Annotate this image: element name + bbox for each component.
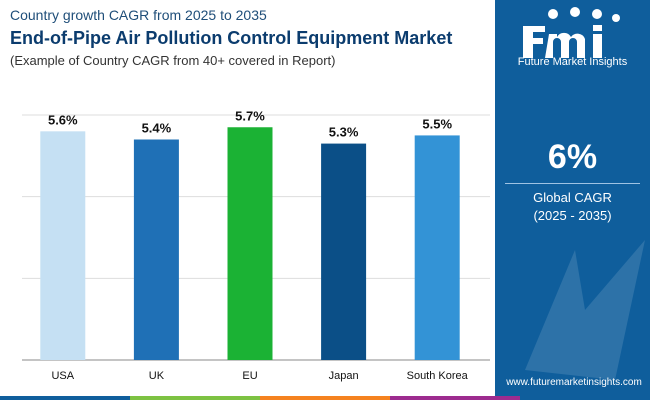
- data-label: 5.7%: [235, 108, 265, 123]
- global-cagr-period: (2025 - 2035): [533, 208, 612, 223]
- chart-header: Country growth CAGR from 2025 to 2035 En…: [10, 6, 490, 70]
- data-label: 5.3%: [329, 125, 359, 140]
- bar-chart-svg: 5.6% USA 5.4% UK 5.7% EU 5.3% Japan 5.5% South Ko…: [22, 108, 490, 382]
- bar-chart: 5.6% USA 5.4% UK 5.7% EU 5.3% Japan 5.5% South Ko…: [0, 100, 495, 390]
- bar-uk: [133, 139, 179, 360]
- bottom-bar-segment: [0, 396, 130, 400]
- bar-south-korea: [414, 135, 460, 360]
- x-tick-label: South Korea: [407, 370, 469, 382]
- bottom-bar-segment: [520, 396, 650, 400]
- bottom-color-bar: [0, 396, 650, 400]
- data-label: 5.4%: [142, 121, 172, 136]
- fmi-logo-icon: [523, 7, 620, 58]
- website-url[interactable]: www.futuremarketinsights.com: [506, 377, 642, 388]
- x-tick-label: Japan: [329, 370, 359, 382]
- x-tick-label: UK: [149, 370, 165, 382]
- bottom-bar-segment: [260, 396, 390, 400]
- bar-usa: [40, 131, 86, 360]
- x-tick-label: EU: [242, 370, 257, 382]
- bar-japan: [321, 143, 367, 360]
- chart-title: End-of-Pipe Air Pollution Control Equipm…: [10, 28, 453, 48]
- bottom-bar-segment: [130, 396, 260, 400]
- data-label: 5.5%: [422, 116, 452, 131]
- x-tick-label: USA: [51, 370, 74, 382]
- decorative-background-icon: [525, 240, 645, 380]
- bottom-bar-segment: [390, 396, 520, 400]
- global-cagr-label: Global CAGR: [533, 190, 612, 205]
- chart-eyebrow: Country growth CAGR from 2025 to 2035: [10, 7, 267, 23]
- bar-eu: [227, 127, 273, 360]
- divider: [505, 183, 640, 184]
- data-label: 5.6%: [48, 112, 78, 127]
- global-cagr-value: 6%: [547, 138, 598, 176]
- chart-subtitle: (Example of Country CAGR from 40+ covere…: [10, 53, 336, 68]
- side-panel: Future Market Insights 6% Global CAGR (2…: [495, 0, 650, 400]
- brand-name: Future Market Insights: [517, 56, 628, 68]
